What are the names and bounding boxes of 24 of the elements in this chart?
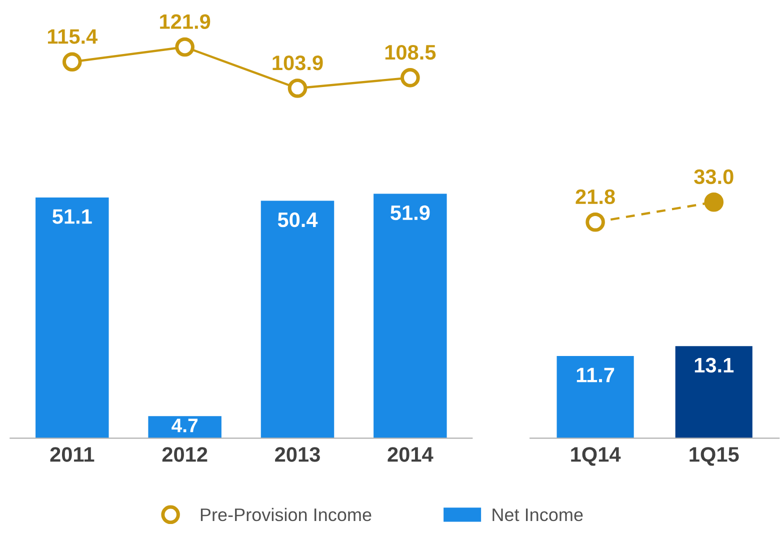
legend-label: Net Income [492,508,583,522]
data-label: 51.9 [390,205,430,220]
x-tick-label: 1Q15 [690,447,739,466]
bar [260,200,334,438]
data-label: 108.5 [385,44,436,60]
data-label: 115.4 [48,29,98,44]
data-label: 103.9 [272,55,323,70]
data-label: 11.7 [576,368,614,382]
data-label: 51.1 [52,209,92,224]
data-label: 4.7 [172,418,198,432]
x-tick-label: 2014 [388,447,434,462]
data-label: 33.0 [694,169,734,184]
bar [148,416,222,438]
x-tick-label: 2011 [50,447,94,462]
legend-label: Pre-Provision Income [200,508,372,522]
bar [374,194,447,438]
x-tick-label: 2012 [162,447,208,462]
data-label: 13.1 [694,358,734,373]
data-label: 121.9 [160,14,210,29]
data-label: 21.8 [576,189,615,204]
x-tick-label: 2013 [275,447,320,462]
bar [36,197,109,438]
x-tick-label: 1Q14 [571,447,621,466]
data-label: 50.4 [278,212,318,228]
